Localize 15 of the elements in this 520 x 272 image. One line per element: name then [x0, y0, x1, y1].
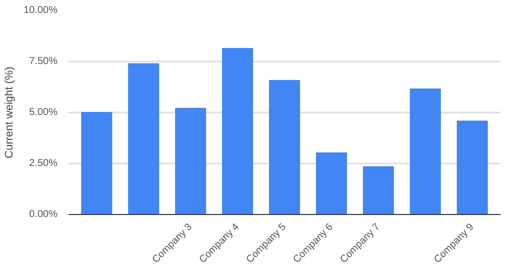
bar — [268, 80, 300, 214]
bar — [410, 88, 441, 214]
y-axis-title: Current weight (%) — [4, 66, 16, 158]
bar — [316, 152, 347, 214]
bar — [362, 166, 394, 214]
y-tick-label: 2.50% — [29, 158, 58, 169]
bar — [81, 112, 112, 214]
bar — [175, 108, 206, 214]
bar — [222, 48, 254, 214]
y-tick-label: 10.00% — [24, 5, 58, 16]
y-tick-label: 7.50% — [29, 56, 58, 67]
y-tick-label: 5.00% — [29, 107, 58, 118]
bar — [128, 63, 160, 214]
y-tick-label: 0.00% — [29, 209, 58, 220]
bar — [456, 120, 488, 214]
